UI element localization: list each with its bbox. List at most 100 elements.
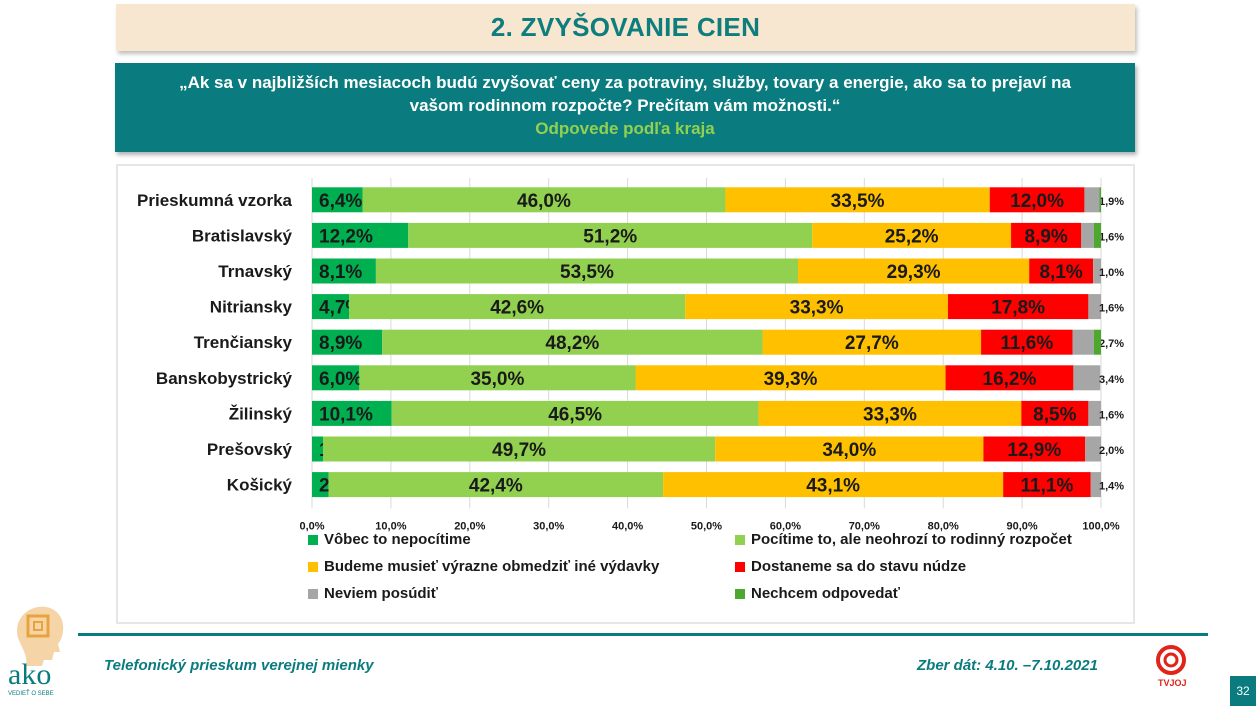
legend-swatch xyxy=(735,588,745,599)
footer-survey-label: Telefonický prieskum verejnej mienky xyxy=(104,657,374,674)
data-label: 17,8% xyxy=(991,298,1045,319)
category-label: Prieskumná vzorka xyxy=(137,191,293,210)
footer-dates: Zber dát: 4.10. –7.10.2021 xyxy=(917,657,1098,674)
x-tick-label: 90,0% xyxy=(1006,520,1037,532)
bar-segment xyxy=(1093,329,1101,355)
legend-item: Budeme musieť výrazne obmedziť iné výdav… xyxy=(308,558,659,575)
data-label: 42,4% xyxy=(469,476,523,497)
bar-segment xyxy=(312,436,324,462)
x-tick-label: 30,0% xyxy=(533,520,564,532)
bar-segment xyxy=(1088,400,1101,426)
bar-segment xyxy=(312,329,383,355)
title-banner: 2. ZVYŠOVANIE CIEN xyxy=(116,4,1135,51)
category-label: Prešovský xyxy=(207,440,293,459)
legend-item: Nechcem odpovedať xyxy=(735,585,900,602)
bar-segment xyxy=(1085,436,1101,462)
legend-swatch xyxy=(308,561,318,572)
data-label: 1,6% xyxy=(1099,409,1124,421)
legend-swatch xyxy=(308,534,318,545)
data-label: 51,2% xyxy=(583,226,637,247)
bar-segment xyxy=(312,400,392,426)
data-label: 2,0% xyxy=(1099,445,1124,457)
data-label: 8,9% xyxy=(1025,226,1068,247)
ako-logo-icon: ako VEDIEŤ O SEBE xyxy=(8,606,64,697)
data-label: 53,5% xyxy=(560,262,614,283)
data-label: 1,6% xyxy=(1099,231,1124,243)
x-tick-label: 80,0% xyxy=(928,520,959,532)
legend-item: Pocítime to, ale neohrozí to rodinný roz… xyxy=(735,531,1072,548)
data-label: 1,6% xyxy=(1099,303,1124,315)
question-line-2: vašom rodinnom rozpočte? Prečítam vám mo… xyxy=(409,96,841,115)
x-tick-label: 60,0% xyxy=(770,520,801,532)
legend-item: Dostaneme sa do stavu núdze xyxy=(735,558,966,575)
bar-segment xyxy=(635,365,946,391)
data-label: 39,3% xyxy=(764,369,818,390)
bar-segment xyxy=(1073,365,1101,391)
legend-item: Vôbec to nepocítime xyxy=(308,531,471,548)
bar-segment xyxy=(1011,222,1082,248)
legend-label: Pocítime to, ale neohrozí to rodinný roz… xyxy=(751,531,1072,548)
data-label: 46,5% xyxy=(548,404,602,425)
data-label: 6,4% xyxy=(319,191,362,212)
bar-segment xyxy=(1099,187,1101,213)
bar-segment xyxy=(1081,222,1094,248)
data-label: 42,6% xyxy=(490,298,544,319)
question-text: „Ak sa v najbližších mesiacoch budú zvyš… xyxy=(115,71,1135,117)
data-label: 12,0% xyxy=(1010,191,1064,212)
legend-label: Budeme musieť výrazne obmedziť iné výdav… xyxy=(324,558,660,575)
category-label: Bratislavský xyxy=(192,226,293,245)
data-label: 8,5% xyxy=(1033,404,1076,425)
tvjoj-logo-icon: TVJOJ xyxy=(1156,645,1187,688)
bar-segment xyxy=(725,187,990,213)
data-label: 27,7% xyxy=(845,333,899,354)
bar-segment xyxy=(758,400,1022,426)
x-tick-label: 20,0% xyxy=(454,520,485,532)
data-label: 35,0% xyxy=(470,369,524,390)
legend-swatch xyxy=(308,588,318,599)
svg-text:TVJOJ: TVJOJ xyxy=(1158,678,1187,688)
bar-segment xyxy=(391,400,759,426)
svg-text:VEDIEŤ O SEBE: VEDIEŤ O SEBE xyxy=(8,689,54,697)
data-label: 46,0% xyxy=(517,191,571,212)
data-label: 1,9% xyxy=(1099,196,1124,208)
bar-segment xyxy=(1093,258,1101,284)
data-label: 12,2% xyxy=(319,226,373,247)
bar-segment xyxy=(983,436,1086,462)
bar-segment xyxy=(1088,294,1101,320)
data-label: 34,0% xyxy=(822,440,876,461)
x-tick-label: 100,0% xyxy=(1082,520,1120,532)
bar-segment xyxy=(762,329,982,355)
data-label: 2,7% xyxy=(1099,338,1124,350)
data-label: 10,1% xyxy=(319,404,373,425)
bar-segment xyxy=(312,222,409,248)
question-line-1: „Ak sa v najbližších mesiacoch budú zvyš… xyxy=(179,73,1071,92)
question-box: „Ak sa v najbližších mesiacoch budú zvyš… xyxy=(115,63,1135,152)
x-tick-label: 50,0% xyxy=(691,520,722,532)
bar-segment xyxy=(349,294,686,320)
bar-segment xyxy=(382,329,763,355)
legend-label: Vôbec to nepocítime xyxy=(324,531,471,548)
x-tick-label: 0,0% xyxy=(299,520,324,532)
bar-segment xyxy=(798,258,1030,284)
data-label: 3,4% xyxy=(1099,374,1124,386)
legend-item: Neviem posúdiť xyxy=(308,585,438,602)
bar-segment xyxy=(1072,329,1094,355)
bar-segment xyxy=(1029,258,1094,284)
bar-segment xyxy=(663,472,1004,498)
bar-segment xyxy=(312,472,329,498)
data-label: 43,1% xyxy=(806,476,860,497)
bar-segment xyxy=(359,365,636,391)
data-label: 8,1% xyxy=(319,262,362,283)
category-label: Žilinský xyxy=(229,404,293,423)
data-label: 48,2% xyxy=(545,333,599,354)
page-title: 2. ZVYŠOVANIE CIEN xyxy=(490,12,761,42)
category-label: Banskobystrický xyxy=(156,369,293,388)
category-label: Trenčiansky xyxy=(194,333,293,352)
bar-segment xyxy=(312,187,363,213)
bar-segment xyxy=(1090,472,1101,498)
legend-label: Dostaneme sa do stavu núdze xyxy=(751,558,967,575)
question-subtitle: Odpovede podľa kraja xyxy=(535,119,715,138)
bar-segment xyxy=(312,258,376,284)
footer-divider xyxy=(78,633,1208,636)
data-label: 29,3% xyxy=(887,262,941,283)
